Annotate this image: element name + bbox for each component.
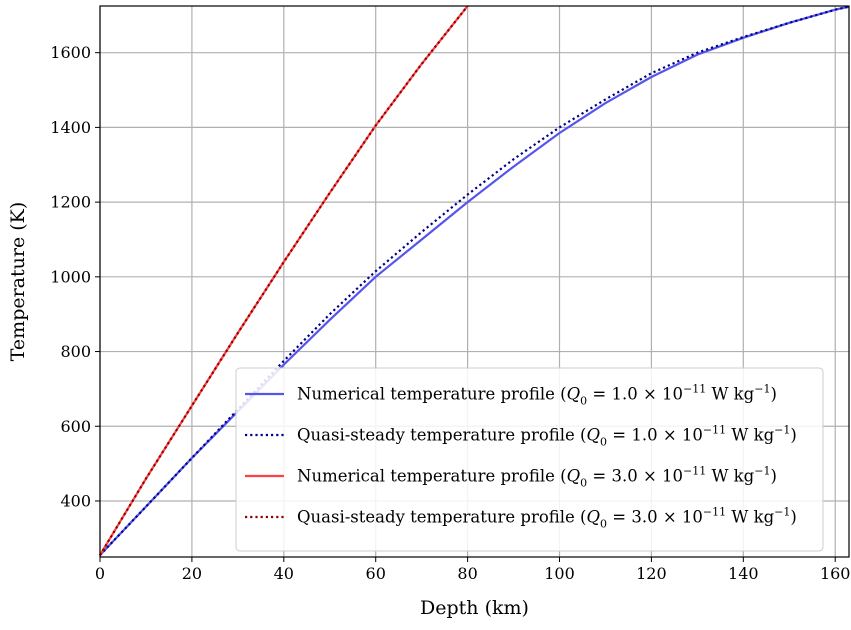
x-tick-label: 140 xyxy=(728,564,759,583)
y-axis-label: Temperature (K) xyxy=(7,202,29,362)
x-tick-label: 160 xyxy=(820,564,851,583)
x-tick-label: 40 xyxy=(274,564,294,583)
y-tick-label: 1000 xyxy=(50,267,91,286)
x-tick-label: 20 xyxy=(182,564,202,583)
y-tick-label: 1600 xyxy=(50,43,91,62)
x-tick-label: 60 xyxy=(366,564,386,583)
x-tick-label: 0 xyxy=(95,564,105,583)
x-axis-label: Depth (km) xyxy=(420,597,529,619)
y-tick-label: 800 xyxy=(60,342,91,361)
x-tick-label: 80 xyxy=(457,564,477,583)
x-tick-label: 100 xyxy=(544,564,575,583)
legend: Numerical temperature profile (Q0 = 1.0 … xyxy=(236,368,823,551)
y-tick-label: 1400 xyxy=(50,118,91,137)
y-tick-label: 600 xyxy=(60,417,91,436)
x-tick-label: 120 xyxy=(636,564,667,583)
y-tick-label: 1200 xyxy=(50,193,91,212)
y-tick-label: 400 xyxy=(60,491,91,510)
